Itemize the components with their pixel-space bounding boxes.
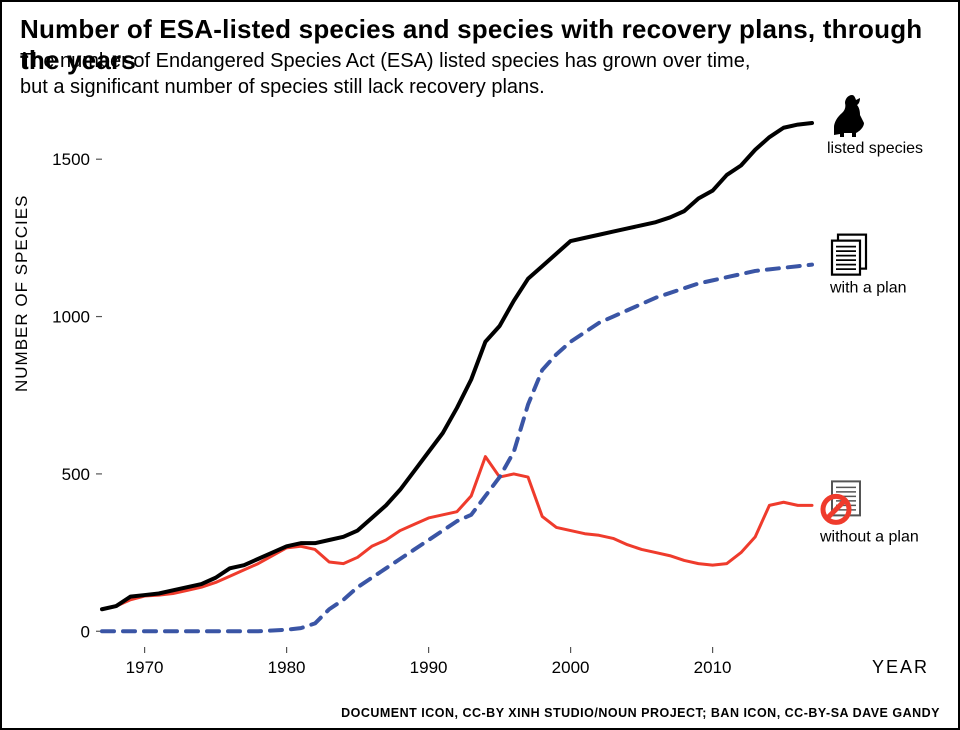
- x-tick-label: 1980: [268, 658, 306, 677]
- y-tick-label: 0: [81, 622, 90, 641]
- chart-area: 0 500 1000 1500 1970 1980 1990 2000 2010 YEAR list…: [32, 102, 932, 682]
- line-with-plan: [102, 265, 812, 632]
- y-tick-label: 1000: [52, 308, 90, 327]
- chart-frame: Number of ESA-listed species and species…: [0, 0, 960, 730]
- x-tick-label: 2010: [694, 658, 732, 677]
- y-axis-label: NUMBER OF SPECIES: [12, 195, 32, 392]
- x-tick-label: 1970: [126, 658, 164, 677]
- y-tick-label: 500: [62, 465, 90, 484]
- x-axis-label: YEAR: [872, 657, 929, 677]
- document-ban-icon: [823, 481, 860, 522]
- credit-text: DOCUMENT ICON, CC-BY XINH STUDIO/NOUN PR…: [341, 706, 940, 720]
- wolf-icon: [834, 95, 864, 137]
- subtitle-line-2: but a significant number of species stil…: [20, 76, 545, 98]
- chart-subtitle: The number of Endangered Species Act (ES…: [20, 48, 750, 100]
- subtitle-line-1: The number of Endangered Species Act (ES…: [20, 50, 750, 72]
- legend-label-with-plan: with a plan: [829, 280, 907, 297]
- document-icon: [832, 235, 866, 275]
- x-tick-label: 2000: [552, 658, 590, 677]
- x-tick-label: 1990: [410, 658, 448, 677]
- y-tick-label: 1500: [52, 150, 90, 169]
- legend-label-without-plan: without a plan: [819, 528, 919, 545]
- line-without-plan: [102, 457, 812, 610]
- chart-svg: 0 500 1000 1500 1970 1980 1990 2000 2010 YEAR list…: [32, 102, 932, 682]
- line-listed: [102, 123, 812, 609]
- legend-label-listed: listed species: [827, 140, 923, 157]
